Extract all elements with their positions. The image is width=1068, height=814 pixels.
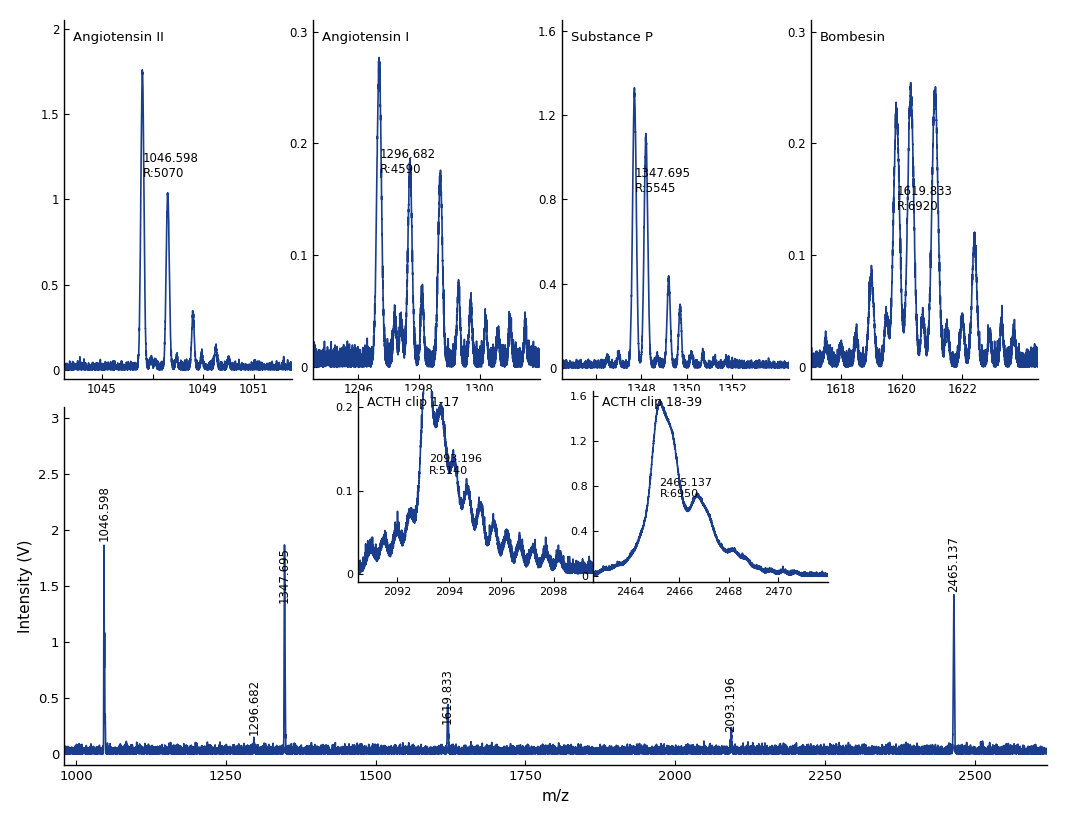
Text: 1619.833
R:6920: 1619.833 R:6920: [897, 185, 953, 213]
Text: Angiotensin I: Angiotensin I: [323, 31, 409, 44]
X-axis label: m/z: m/z: [541, 789, 569, 803]
Text: 1296.682
R:4590: 1296.682 R:4590: [380, 148, 436, 176]
Text: 1347.695: 1347.695: [278, 547, 290, 603]
Text: 1046.598
R:5070: 1046.598 R:5070: [143, 151, 199, 180]
Text: Substance P: Substance P: [571, 31, 653, 44]
Text: 2093.196
R:5140: 2093.196 R:5140: [429, 454, 483, 476]
Text: 1619.833: 1619.833: [441, 667, 454, 724]
Text: ACTH clip 18-39: ACTH clip 18-39: [602, 396, 703, 409]
Text: ACTH clip 1-17: ACTH clip 1-17: [367, 396, 459, 409]
Text: 1347.695
R:5545: 1347.695 R:5545: [635, 167, 691, 195]
Text: 1046.598: 1046.598: [97, 485, 110, 541]
Y-axis label: Intensity (V): Intensity (V): [17, 540, 32, 632]
Text: 2465.137: 2465.137: [947, 536, 960, 592]
Text: Angiotensin II: Angiotensin II: [74, 31, 164, 44]
Text: 1296.682: 1296.682: [248, 679, 261, 735]
Text: Bombesin: Bombesin: [820, 31, 885, 44]
Text: 2093.196: 2093.196: [724, 676, 738, 732]
Text: 2465.137
R:6950: 2465.137 R:6950: [659, 478, 712, 499]
